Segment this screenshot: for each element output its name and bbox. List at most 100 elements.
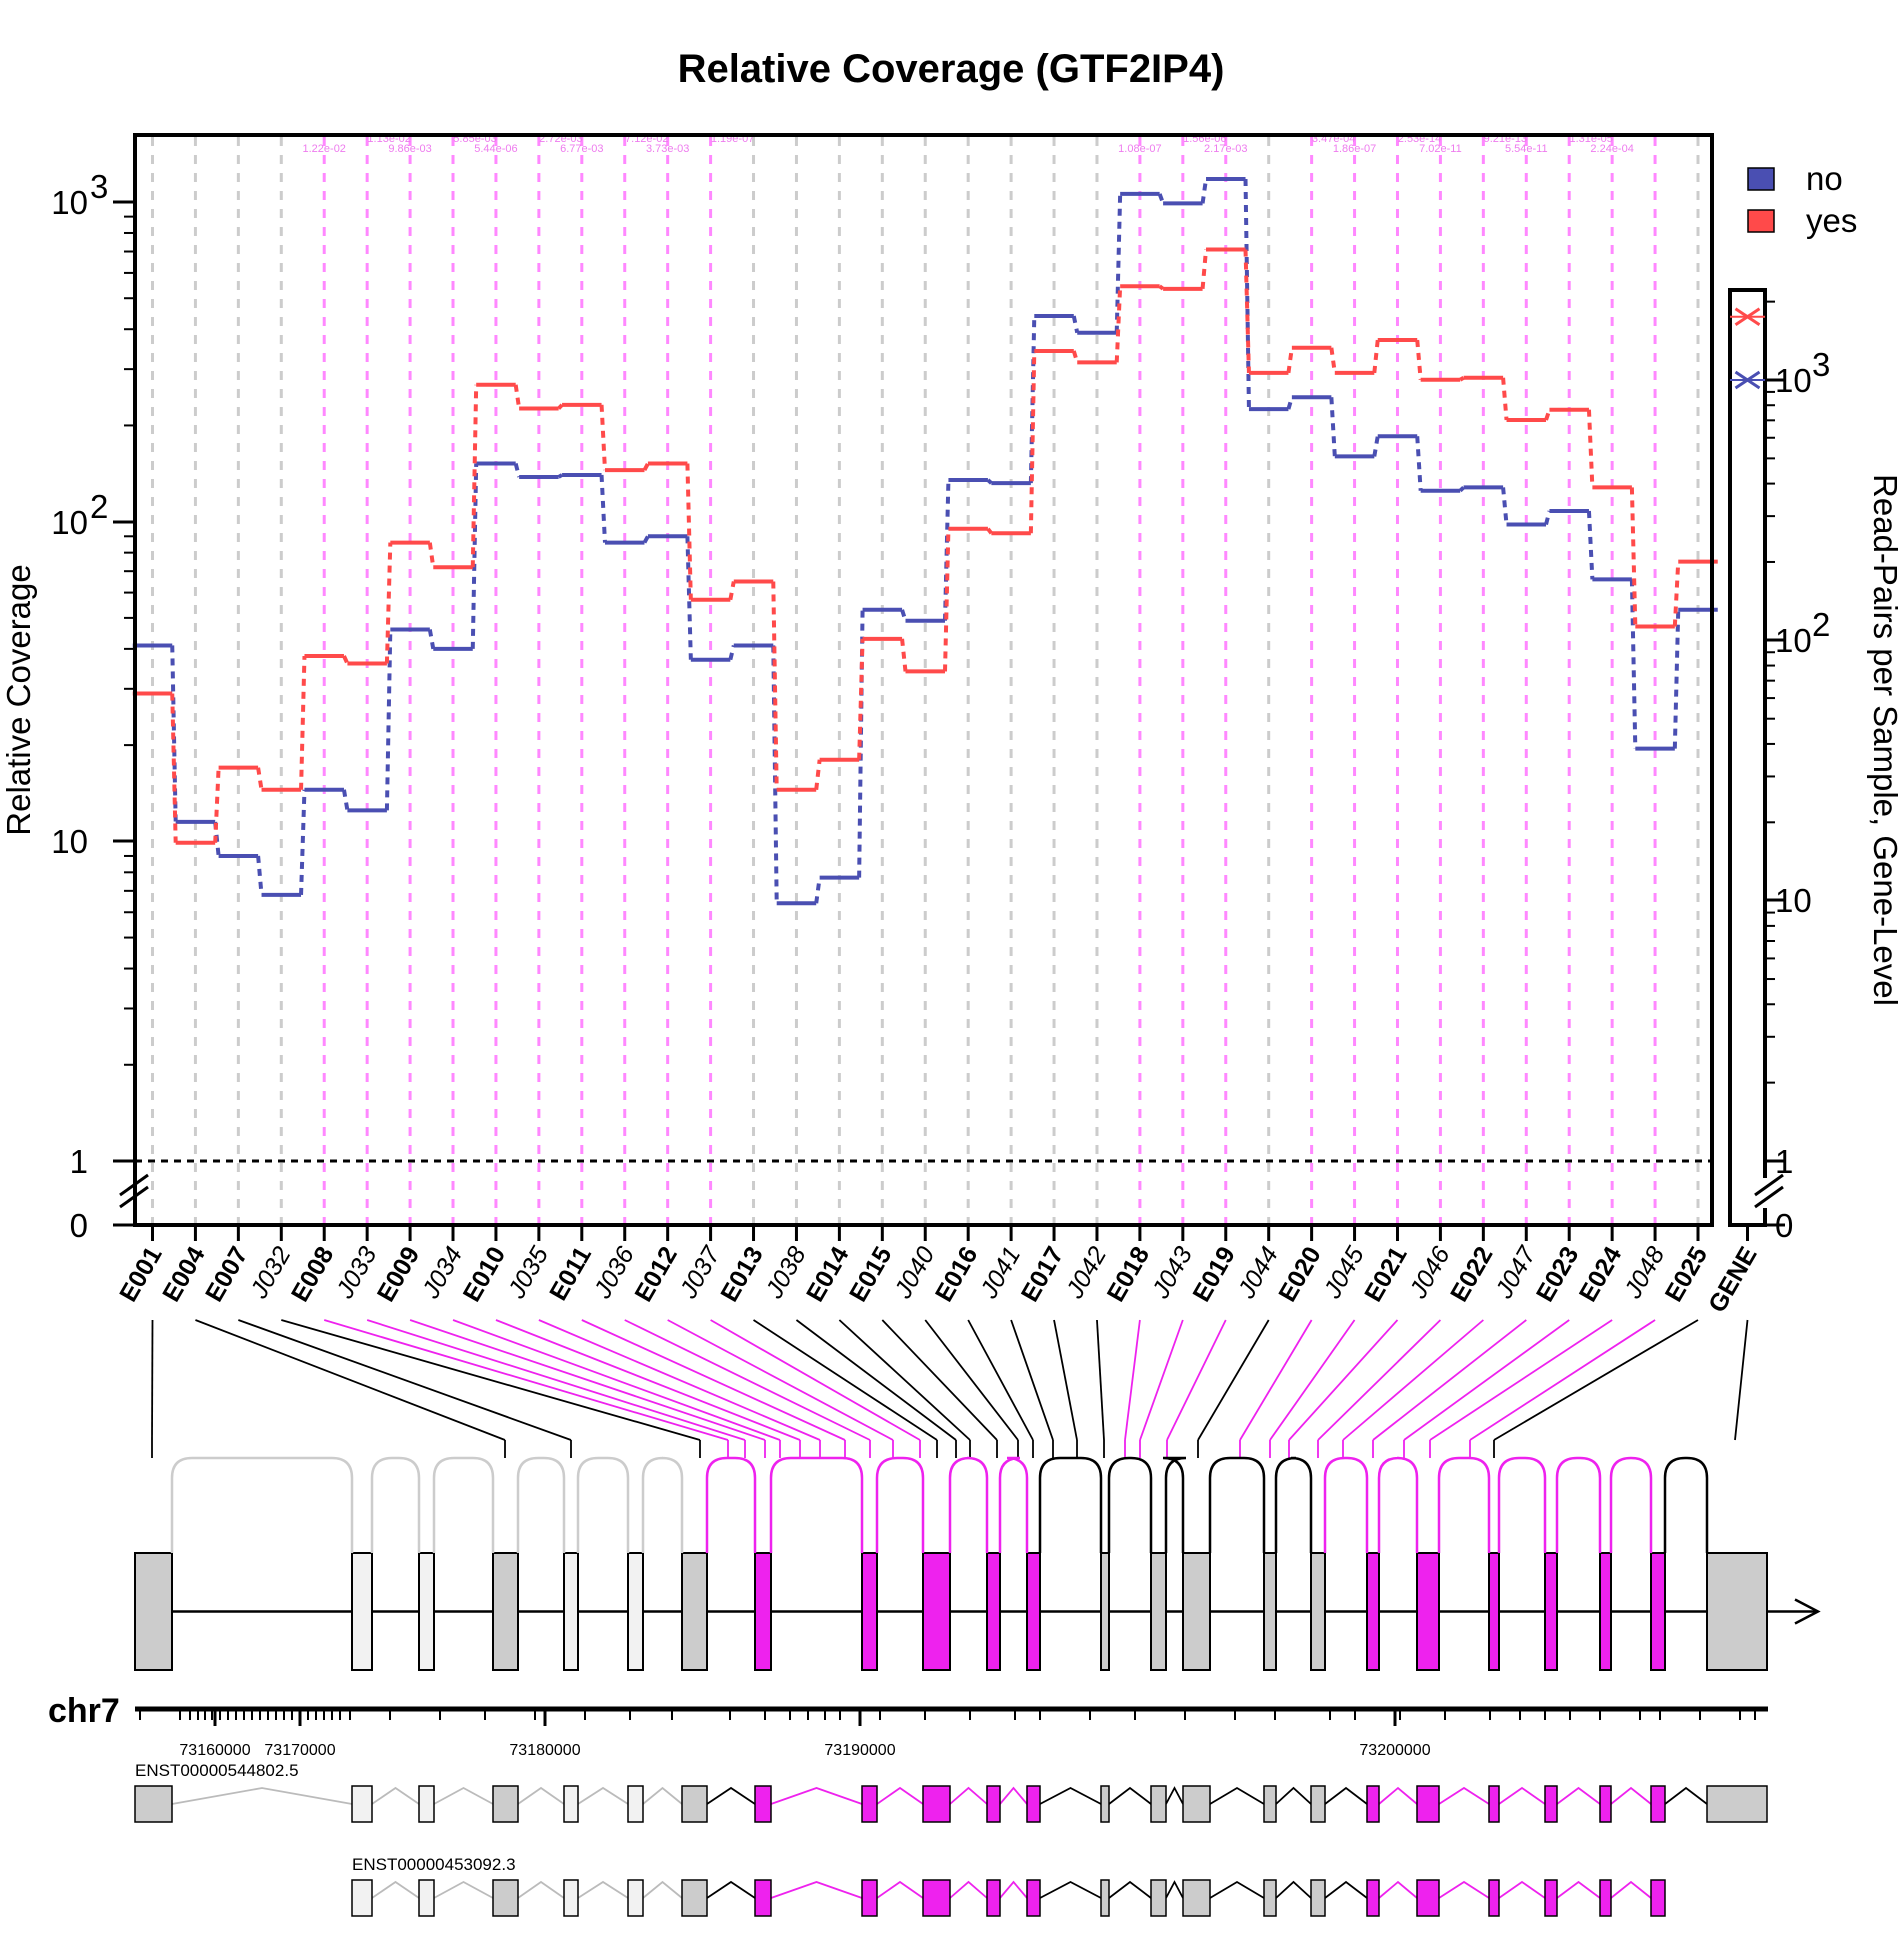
strand-arrow bbox=[1794, 1598, 1821, 1625]
exon-block bbox=[1026, 1552, 1041, 1671]
exon-block bbox=[1182, 1552, 1211, 1671]
exon-block bbox=[1650, 1552, 1666, 1671]
junction-arc bbox=[1377, 1456, 1419, 1553]
junction-arc bbox=[1208, 1456, 1266, 1553]
series-connector-yes bbox=[299, 655, 307, 790]
exon-block bbox=[1416, 1552, 1440, 1671]
transcript-exon bbox=[1026, 1785, 1041, 1823]
series-connector-yes bbox=[256, 767, 264, 791]
genomic-tick-label: 73170000 bbox=[264, 1742, 335, 1759]
feature-label: E023 bbox=[1531, 1242, 1584, 1307]
transcript-exon bbox=[1150, 1879, 1167, 1917]
feature-connector bbox=[924, 1319, 1019, 1441]
transcript-label: ENST00000544802.5 bbox=[135, 1761, 299, 1780]
y-tick-exponent: 3 bbox=[90, 168, 108, 205]
transcript-exon bbox=[627, 1879, 644, 1917]
feature-connector bbox=[967, 1319, 1034, 1441]
feature-connector bbox=[366, 1319, 746, 1441]
y-tick-label: 10 bbox=[51, 823, 88, 860]
feature-label: E008 bbox=[286, 1242, 339, 1307]
series-connector-yes bbox=[599, 404, 607, 471]
transcript-intron bbox=[1438, 1880, 1490, 1899]
feature-connector bbox=[667, 1319, 894, 1441]
transcript-exon bbox=[563, 1785, 579, 1823]
junction-arc bbox=[1274, 1456, 1313, 1553]
transcript-exon bbox=[986, 1879, 1001, 1917]
feature-label: E010 bbox=[458, 1242, 511, 1307]
transcript-intron bbox=[949, 1880, 988, 1899]
transcript-exon bbox=[1650, 1785, 1666, 1823]
series-connector-yes bbox=[342, 655, 350, 665]
junction-arc bbox=[1323, 1456, 1369, 1553]
pvalue-label: 1.08e-07 bbox=[1118, 143, 1161, 155]
transcript-intron bbox=[1498, 1880, 1546, 1899]
feature-connector bbox=[409, 1319, 766, 1441]
feature-label: E025 bbox=[1660, 1242, 1713, 1307]
feature-connector bbox=[238, 1319, 572, 1441]
axis-break-mark bbox=[119, 1185, 149, 1209]
feature-connector bbox=[1139, 1319, 1184, 1441]
y-tick-label: 10 bbox=[51, 504, 88, 541]
pvalue-label: 9.86e-03 bbox=[388, 143, 431, 155]
series-connector-yes bbox=[1028, 350, 1037, 534]
feature-connector bbox=[1493, 1319, 1699, 1441]
exon-block bbox=[1263, 1552, 1277, 1671]
transcript-exon bbox=[861, 1879, 878, 1917]
transcript-intron bbox=[1108, 1786, 1152, 1805]
series-connector-no bbox=[1200, 178, 1208, 204]
feature-connector bbox=[1096, 1319, 1105, 1441]
axis-break-mark bbox=[1754, 1173, 1784, 1197]
exon-block bbox=[754, 1552, 772, 1671]
transcript-exon bbox=[1599, 1879, 1612, 1917]
series-connector-no bbox=[1157, 193, 1165, 205]
axis-break-mark bbox=[119, 1173, 149, 1197]
transcript-intron bbox=[1039, 1880, 1102, 1899]
transcript-exon bbox=[1488, 1785, 1500, 1823]
transcript-intron bbox=[1039, 1786, 1102, 1805]
series-connector-no bbox=[1672, 609, 1681, 749]
y2-tick-label: 10 bbox=[1775, 882, 1812, 919]
junction-arc bbox=[516, 1456, 566, 1553]
transcript-exon bbox=[492, 1879, 519, 1917]
transcript-intron bbox=[1610, 1880, 1652, 1899]
transcript-intron bbox=[876, 1786, 924, 1805]
transcript-intron bbox=[949, 1786, 988, 1805]
feature-label: E022 bbox=[1445, 1242, 1498, 1307]
transcript-intron bbox=[876, 1880, 924, 1899]
transcript-exon bbox=[681, 1879, 708, 1917]
feature-label: E021 bbox=[1359, 1242, 1412, 1307]
junction-arc bbox=[875, 1456, 925, 1553]
series-connector-yes bbox=[900, 638, 908, 672]
series-connector-no bbox=[557, 473, 564, 479]
series-connector-no bbox=[256, 855, 264, 896]
series-connector-no bbox=[1286, 396, 1294, 410]
exon-block bbox=[627, 1552, 644, 1671]
feature-connector bbox=[1469, 1319, 1656, 1441]
series-connector-yes bbox=[384, 542, 393, 664]
exon-block bbox=[1310, 1552, 1326, 1671]
transcript-intron bbox=[1165, 1880, 1184, 1899]
transcript-exon bbox=[1366, 1785, 1380, 1823]
genomic-tick-label: 73200000 bbox=[1359, 1742, 1430, 1759]
exon-block bbox=[492, 1552, 519, 1671]
exon-block bbox=[1544, 1552, 1558, 1671]
y-tick-label: 1 bbox=[70, 1143, 88, 1180]
feature-connector bbox=[581, 1319, 846, 1441]
feature-label: E009 bbox=[372, 1242, 425, 1307]
transcript-exon bbox=[351, 1879, 373, 1917]
series-connector-yes bbox=[986, 527, 993, 535]
feature-connector bbox=[151, 1319, 154, 1441]
chart-title: Relative Coverage (GTF2IP4) bbox=[678, 47, 1225, 91]
transcript-intron bbox=[517, 1880, 565, 1899]
series-connector-yes bbox=[470, 384, 479, 568]
legend-swatch-no bbox=[1747, 167, 1775, 191]
series-connector-yes bbox=[1672, 561, 1681, 627]
series-connector-yes bbox=[771, 581, 779, 790]
feature-connector bbox=[753, 1319, 938, 1441]
feature-connector bbox=[1288, 1319, 1399, 1441]
series-connector-yes bbox=[1329, 347, 1337, 374]
transcript-intron bbox=[1556, 1880, 1601, 1899]
junction-arc bbox=[998, 1456, 1029, 1553]
y2-tick-exponent: 3 bbox=[1812, 346, 1830, 383]
